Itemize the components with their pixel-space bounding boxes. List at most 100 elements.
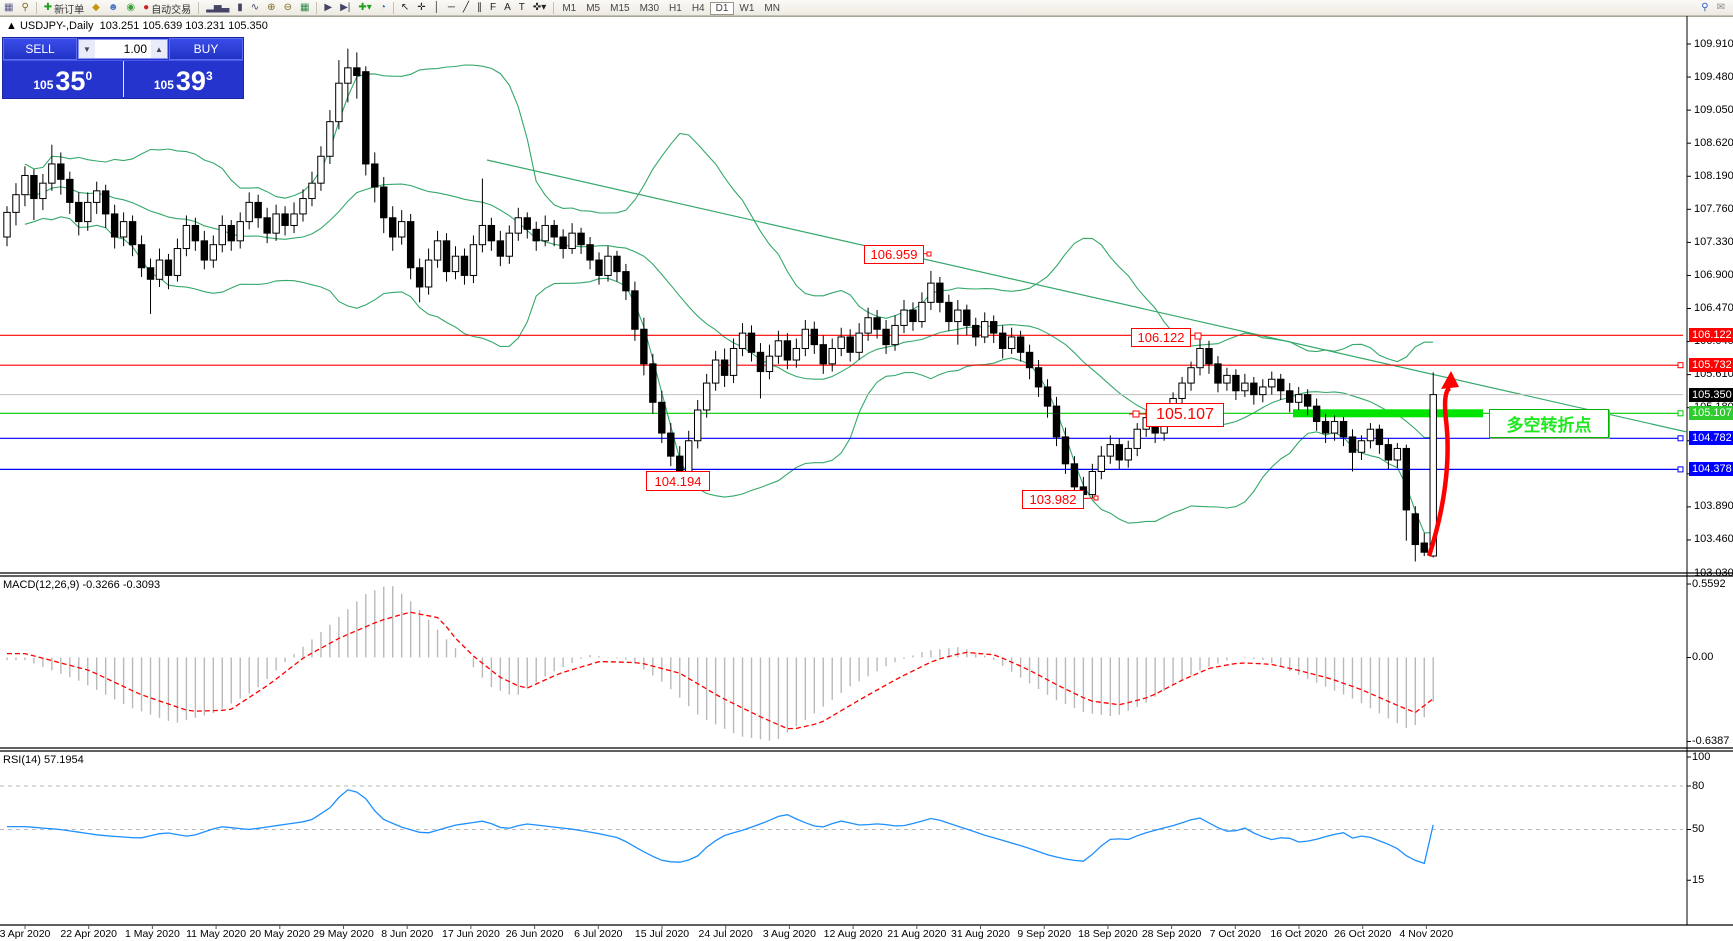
candle-body-bear — [1061, 436, 1070, 465]
candle-body-bear — [1250, 382, 1258, 396]
label-106959-handle — [926, 251, 932, 257]
price-tick-label: 103.890 — [1694, 500, 1733, 513]
candle-body-bull — [236, 221, 244, 242]
cursor-button[interactable]: ↖ — [397, 1, 413, 15]
macd-axis-label: 0.5592 — [1692, 577, 1726, 590]
symbol-marker-icon: ▲ — [6, 20, 17, 32]
timeframe-d1-button[interactable]: D1 — [709, 1, 735, 15]
price-badge-105.350: 105.350 — [1689, 387, 1733, 402]
buy-button[interactable]: BUY — [169, 38, 243, 60]
macd-signal-line — [7, 611, 1434, 730]
symbol-name: USDJPY-,Daily — [19, 20, 94, 32]
crosshair-button[interactable]: ✛ — [413, 1, 429, 15]
candle-body-bull — [1393, 447, 1402, 461]
volume-increase-button[interactable]: ▲ — [151, 40, 167, 58]
candle-body-bear — [1420, 542, 1428, 553]
styler-icon-glyph: ◆ — [92, 2, 100, 13]
candle-body-bull — [1178, 382, 1186, 399]
autotrade-button[interactable]: ● 自动交易 — [139, 1, 195, 16]
auto-scroll-glyph: ▶| — [340, 2, 351, 13]
sell-price-point: 0 — [85, 69, 93, 83]
text-button[interactable]: A — [500, 1, 515, 15]
support-zone-bar[interactable] — [1293, 409, 1483, 418]
volume-input[interactable] — [95, 40, 151, 58]
profile-icon-glyph: ☻ — [107, 2, 119, 13]
candle-body-bull — [478, 224, 487, 246]
bullish-arrow[interactable] — [1426, 385, 1452, 557]
label-105107[interactable]: 105.107 — [1146, 403, 1224, 427]
chart-shift-button[interactable]: ▶ — [320, 1, 336, 15]
chat-icon-glyph: ✉ — [1716, 2, 1725, 13]
buy-price[interactable]: 105 39 3 — [124, 61, 244, 97]
candle-body-bull — [1429, 394, 1437, 557]
tile-windows-icon[interactable]: ▦ — [296, 1, 313, 15]
candle-body-bear — [631, 290, 639, 330]
candle-body-bear — [227, 224, 235, 242]
trendline-button[interactable]: ╱ — [459, 1, 473, 15]
auto-scroll-button[interactable]: ▶| — [336, 1, 354, 15]
descending-trendline[interactable] — [486, 159, 1688, 433]
chat-icon[interactable]: ✉ — [1713, 1, 1729, 15]
sell-price[interactable]: 105 35 0 — [3, 61, 124, 97]
rsi-line — [7, 789, 1434, 865]
bar-chart-button[interactable]: ▂▅▃ — [202, 1, 233, 15]
new-order-button[interactable]: ✚ 新订单 — [40, 1, 88, 16]
candle-body-bull — [1330, 421, 1339, 434]
label-103982[interactable]: 103.982 — [1022, 490, 1084, 509]
vline-button[interactable]: │ — [430, 1, 444, 15]
candle-body-bull — [801, 328, 810, 349]
buy-price-pips: 39 — [175, 66, 206, 96]
timeframe-m5-button[interactable]: M5 — [586, 2, 601, 14]
volume-decrease-button[interactable]: ▼ — [79, 40, 95, 58]
print-preview-icon[interactable]: ⚲ — [17, 1, 32, 15]
timeframe-h4-button[interactable]: H4 — [691, 2, 705, 14]
line-chart-button[interactable]: ∿ — [247, 1, 263, 15]
timeframe-mn-button[interactable]: MN — [764, 2, 780, 14]
price-badge-104.782: 104.782 — [1689, 431, 1733, 446]
timeframe-m15-button[interactable]: M15 — [610, 2, 630, 14]
level-handle-104.378[interactable] — [1677, 466, 1684, 473]
zoom-in-glyph: ⊕ — [267, 2, 276, 13]
zoom-in-button[interactable]: ⊕ — [263, 1, 279, 15]
level-handle-104.782[interactable] — [1677, 435, 1684, 442]
styler-icon[interactable]: ◆ — [88, 1, 104, 15]
timeframe-h1-button[interactable]: H1 — [669, 2, 682, 14]
fibonacci-button[interactable]: F — [486, 1, 500, 15]
search-icon[interactable]: ⚲ — [1697, 1, 1712, 15]
candle-body-bull — [792, 347, 801, 361]
candle-body-bull — [326, 121, 334, 157]
hline-button[interactable]: ─ — [444, 1, 459, 15]
candlestick-button[interactable]: ▮ — [233, 1, 247, 15]
timeframe-m1-button[interactable]: M1 — [562, 2, 577, 14]
label-106959[interactable]: 106.959 — [864, 245, 924, 264]
profile-icon[interactable]: ☻ — [104, 1, 123, 15]
bar-chart-glyph: ▂▅▃ — [206, 2, 230, 13]
arrows-button[interactable]: ✜▾ — [529, 1, 550, 15]
level-handle-105.107[interactable] — [1677, 410, 1684, 417]
zoom-out-button[interactable]: ⊖ — [280, 1, 296, 15]
indicators-button[interactable]: ✚▾ — [354, 1, 375, 15]
label-104194[interactable]: 104.194 — [646, 471, 710, 491]
label-106122[interactable]: 106.122 — [1131, 328, 1191, 347]
chart-window-icon[interactable]: ▦ — [0, 1, 17, 15]
candle-body-bear — [191, 224, 200, 242]
channel-button[interactable]: ∥ — [473, 1, 486, 15]
timeframe-w1-button[interactable]: W1 — [739, 2, 755, 14]
date-axis-label: 15 Jul 2020 — [634, 928, 690, 940]
signals-icon[interactable]: ◉ — [122, 1, 139, 15]
rsi-indicator-label: RSI(14) 57.1954 — [3, 754, 84, 766]
period-button[interactable]: ◔ — [376, 1, 390, 15]
label-105107-handle — [1132, 410, 1140, 418]
volume-stepper: ▼ ▲ — [78, 39, 168, 59]
price-badge-104.378: 104.378 — [1689, 462, 1733, 477]
candle-body-bull — [299, 198, 307, 215]
sell-button[interactable]: SELL — [3, 38, 77, 60]
timeframe-m30-button[interactable]: M30 — [639, 2, 660, 14]
candle-body-bear — [640, 328, 648, 365]
turning-point-annotation[interactable]: 多空转折点 — [1489, 409, 1609, 438]
level-handle-105.732[interactable] — [1677, 362, 1684, 369]
candle-body-bear — [909, 309, 917, 323]
candle-body-bull — [93, 190, 101, 203]
label-button[interactable]: T — [515, 1, 529, 15]
